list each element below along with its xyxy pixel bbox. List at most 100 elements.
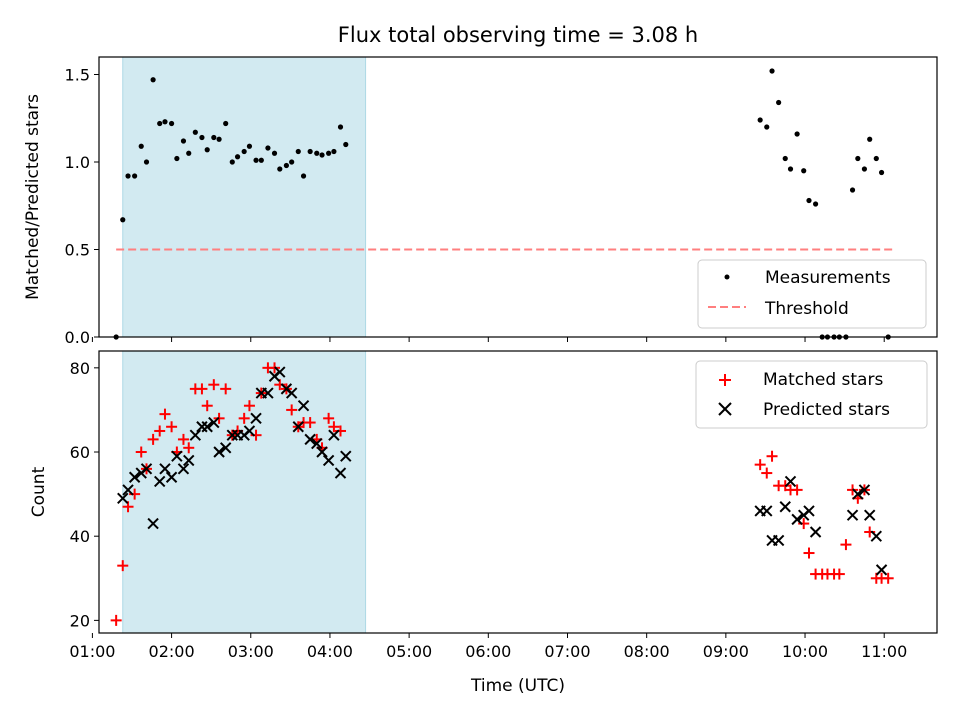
top-plot-frame [98, 56, 938, 338]
measurement-point [125, 173, 131, 179]
predicted-star-point [784, 475, 797, 488]
predicted-star-point [772, 534, 785, 547]
measurement-point [873, 155, 879, 162]
measurement-point [806, 197, 812, 204]
predicted-star-point [846, 509, 859, 521]
bottom-y-tick-label: 20 [70, 611, 90, 630]
measurement-point [271, 150, 278, 156]
measurement-point [143, 159, 150, 165]
predicted-star-point [791, 513, 803, 526]
top-legend: Measurements Threshold [697, 259, 927, 329]
matched-star-point [166, 421, 178, 433]
measurement-point [265, 145, 271, 151]
predicted-star-point [285, 387, 298, 399]
matched-star-point [286, 404, 298, 416]
predicted-star-point [262, 387, 274, 399]
x-tick-label: 06:00 [465, 642, 511, 661]
measurement-point [861, 166, 868, 172]
predicted-star-point [243, 425, 256, 437]
measurement-point [132, 173, 138, 179]
predicted-star-point [803, 505, 815, 517]
predicted-star-point [250, 412, 262, 425]
legend-label-measurements: Measurements [765, 268, 891, 288]
measurement-point [855, 155, 861, 162]
measurement-point [216, 136, 222, 142]
matched-star-point [159, 408, 171, 420]
measurement-point [764, 124, 770, 130]
top-shaded-span [122, 56, 367, 338]
measurement-point [300, 173, 307, 179]
measurement-point [283, 162, 289, 169]
matched-star-point [196, 383, 208, 395]
measurement-point [168, 120, 175, 127]
predicted-star-point [159, 463, 171, 475]
measurement-point [757, 117, 763, 123]
top-panel: 0.0 0.5 1.0 1.5 Matched/Predicted stars Mea… [23, 56, 938, 347]
measurement-point [277, 166, 283, 172]
predicted-star-point [340, 450, 352, 462]
measurement-point [234, 154, 241, 160]
predicted-star-point [177, 463, 190, 475]
matched-star-point [882, 572, 894, 584]
predicted-star-point [128, 471, 141, 483]
measurement-point [180, 138, 187, 144]
predicted-star-point [122, 484, 134, 496]
predicted-star-point [322, 454, 335, 467]
legend-label-threshold: Threshold [764, 299, 849, 319]
measurement-point [343, 141, 349, 148]
matched-star-point [177, 433, 189, 445]
measurement-point [867, 136, 873, 142]
predicted-star-point [208, 416, 220, 429]
predicted-star-point [274, 366, 286, 378]
legend-marker-matched [719, 374, 731, 386]
bottom-plot-frame [98, 350, 938, 634]
bottom-panel: 20 40 60 80 01:00 02:00 03:00 04:00 05:00 06:00 0… [29, 350, 938, 696]
matched-star-point [135, 446, 147, 458]
predicted-star-point [304, 433, 316, 446]
measurement-point [337, 124, 344, 130]
x-tick-label: 11:00 [861, 642, 907, 661]
measurement-point [211, 134, 217, 141]
matched-star-point [761, 467, 773, 479]
measurement-point [782, 155, 788, 162]
predicted-star-point [147, 517, 159, 530]
top-y-axis-label: Matched/Predicted stars [23, 94, 43, 300]
measurement-point [295, 148, 301, 155]
matched-star-point [766, 450, 778, 462]
matched-star-point [243, 400, 255, 412]
predicted-star-point [809, 526, 822, 538]
predicted-star-point [334, 467, 347, 479]
matched-star-point [147, 433, 159, 445]
top-y-tick-label: 0.0 [65, 328, 90, 347]
top-y-tick-label: 1.0 [65, 153, 90, 172]
x-tick-label: 09:00 [703, 642, 749, 661]
predicted-star-point [201, 421, 213, 433]
legend-label-matched: Matched stars [763, 370, 883, 390]
bottom-shaded-span [122, 350, 367, 634]
legend-label-predicted: Predicted stars [763, 400, 890, 420]
measurement-point [319, 152, 325, 158]
measurement-point [776, 99, 782, 106]
matched-star-point [154, 425, 166, 437]
matched-star-point [304, 417, 316, 429]
matched-star-point [122, 501, 134, 513]
x-tick-label: 07:00 [544, 642, 590, 661]
measurement-point [186, 150, 192, 156]
top-y-tick-label: 0.5 [65, 241, 90, 260]
measurement-point [258, 157, 264, 163]
predicted-star-point [165, 471, 178, 483]
predicted-star-point [852, 488, 864, 500]
measurement-point [229, 159, 235, 165]
predicted-star-point [117, 492, 129, 505]
matched-star-point [754, 459, 766, 471]
matched-star-point [328, 421, 340, 433]
measurement-point [204, 147, 210, 153]
bottom-legend-box [695, 360, 928, 429]
predicted-star-point [858, 484, 871, 496]
measurement-point [138, 143, 144, 149]
measurement-point [162, 119, 168, 125]
matched-star-point [201, 400, 213, 412]
predicted-star-point [311, 437, 323, 450]
matched-star-point [323, 412, 335, 424]
chart-title: Flux total observing time = 3.08 h [338, 23, 698, 47]
